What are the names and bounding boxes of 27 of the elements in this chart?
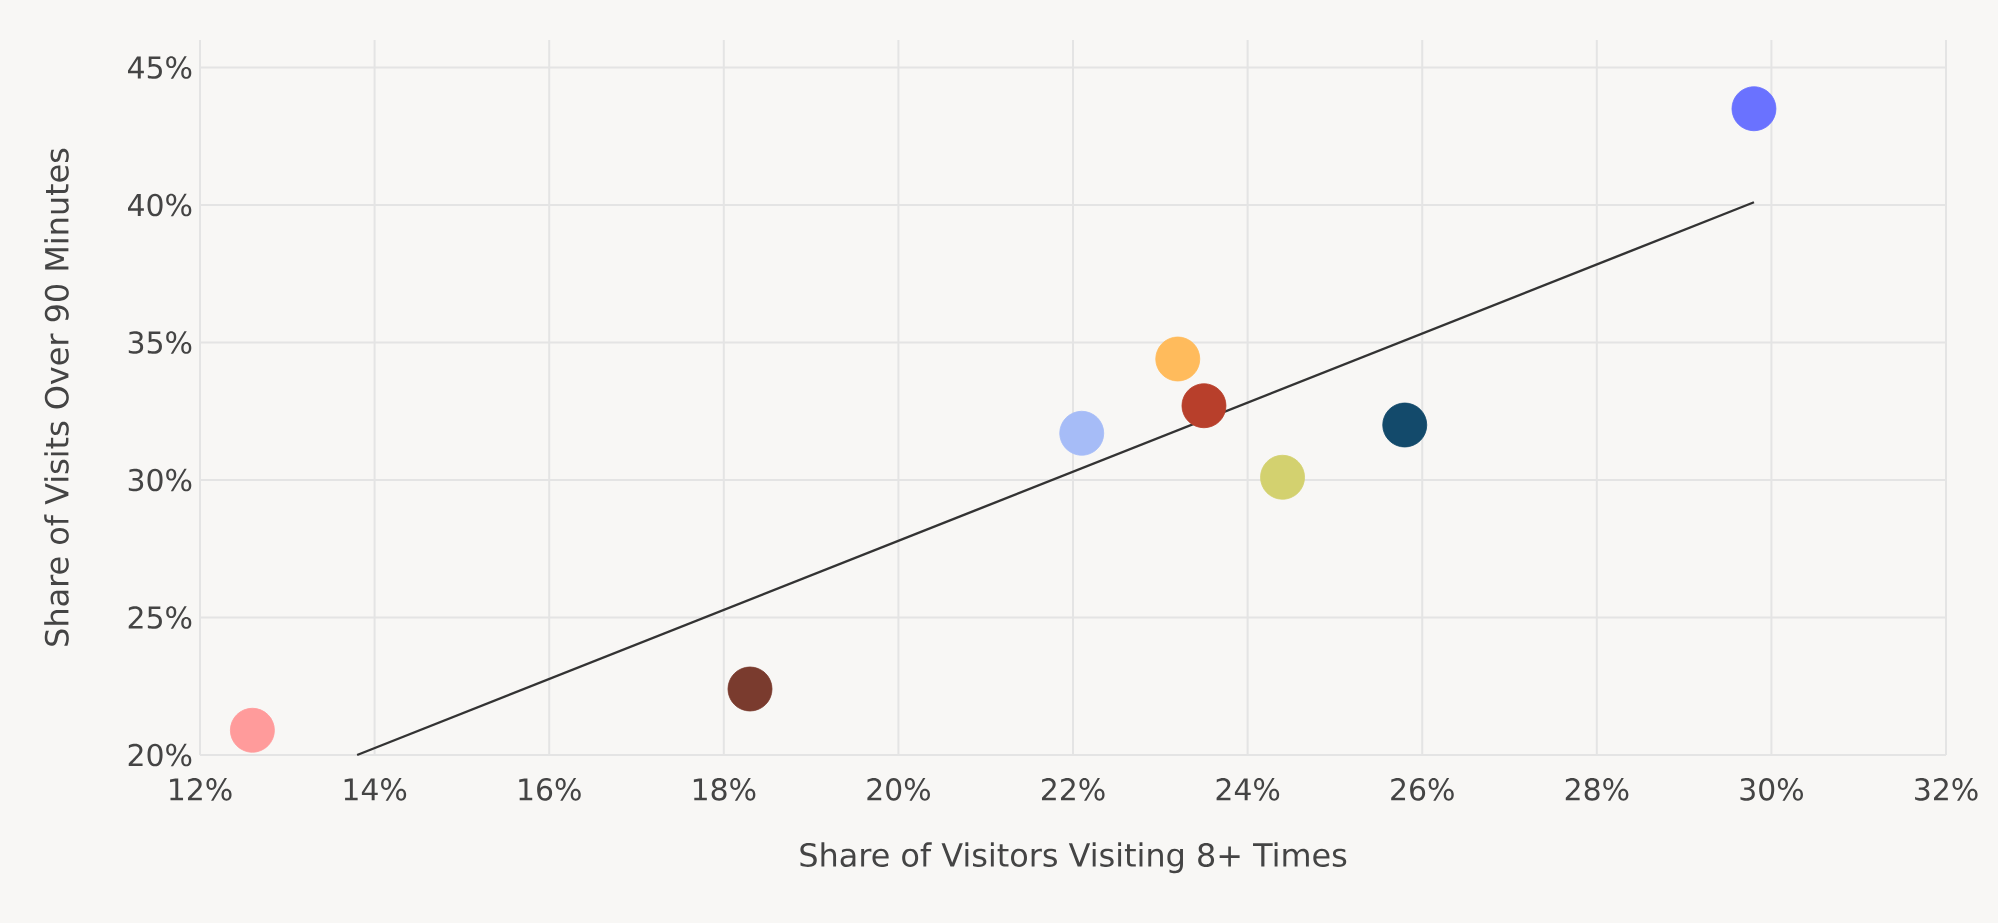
x-tick-label: 24%: [1216, 778, 1280, 801]
x-tick-label: 14%: [344, 778, 407, 801]
x-tick-label: 20%: [867, 778, 930, 801]
point: [1155, 336, 1201, 382]
y-tick-label: 45%: [128, 56, 192, 79]
point: [1059, 410, 1105, 456]
y-tick-label: 30%: [128, 468, 192, 492]
x-tick-label: 12%: [170, 778, 232, 801]
y-tick-label: 20%: [128, 743, 192, 767]
x-tick-label: 26%: [1391, 778, 1454, 801]
point: [1382, 402, 1428, 448]
point: [1181, 383, 1227, 429]
x-tick-label: 30%: [1740, 778, 1803, 801]
point: [727, 666, 773, 712]
y-tick-label: 40%: [128, 193, 192, 217]
x-axis-title: Share of Visitors Visiting 8+ Times: [800, 842, 1347, 874]
point: [1731, 86, 1777, 132]
y-tick-label: 35%: [128, 331, 192, 354]
y-tick-label: 25%: [128, 606, 192, 629]
x-tick-label: 18%: [693, 778, 756, 801]
y-axis-title: Share of Visits Over 90 Minutes: [44, 148, 69, 646]
x-tick-label: 28%: [1565, 778, 1629, 801]
point: [1260, 454, 1305, 500]
point: [229, 707, 275, 753]
x-tick-label: 22%: [1041, 778, 1105, 801]
x-tick-label: 32%: [1915, 778, 1978, 801]
x-tick-label: 16%: [519, 778, 581, 801]
